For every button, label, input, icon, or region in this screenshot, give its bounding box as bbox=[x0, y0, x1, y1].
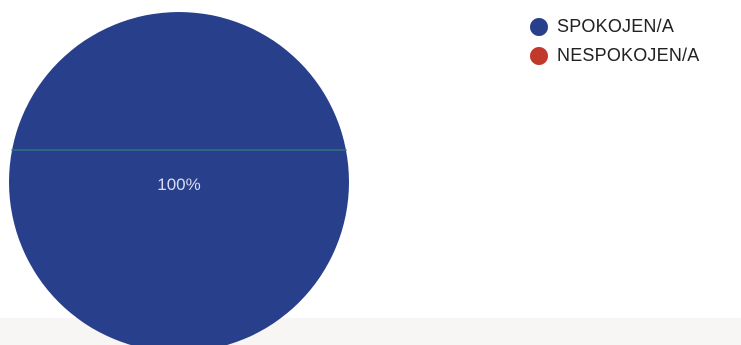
legend-label-spokojen: SPOKOJEN/A bbox=[557, 16, 675, 36]
legend-item-spokojen: SPOKOJEN/A bbox=[530, 12, 699, 41]
pie-data-label: 100% bbox=[157, 175, 200, 194]
legend-swatch-nespokojen bbox=[530, 46, 548, 65]
pie-slice-spokojen bbox=[9, 12, 349, 345]
legend-label-nespokojen: NESPOKOJEN/A bbox=[557, 45, 700, 65]
legend: SPOKOJEN/A NESPOKOJEN/A bbox=[530, 12, 699, 70]
legend-item-nespokojen: NESPOKOJEN/A bbox=[530, 41, 699, 70]
legend-swatch-spokojen bbox=[530, 17, 548, 36]
